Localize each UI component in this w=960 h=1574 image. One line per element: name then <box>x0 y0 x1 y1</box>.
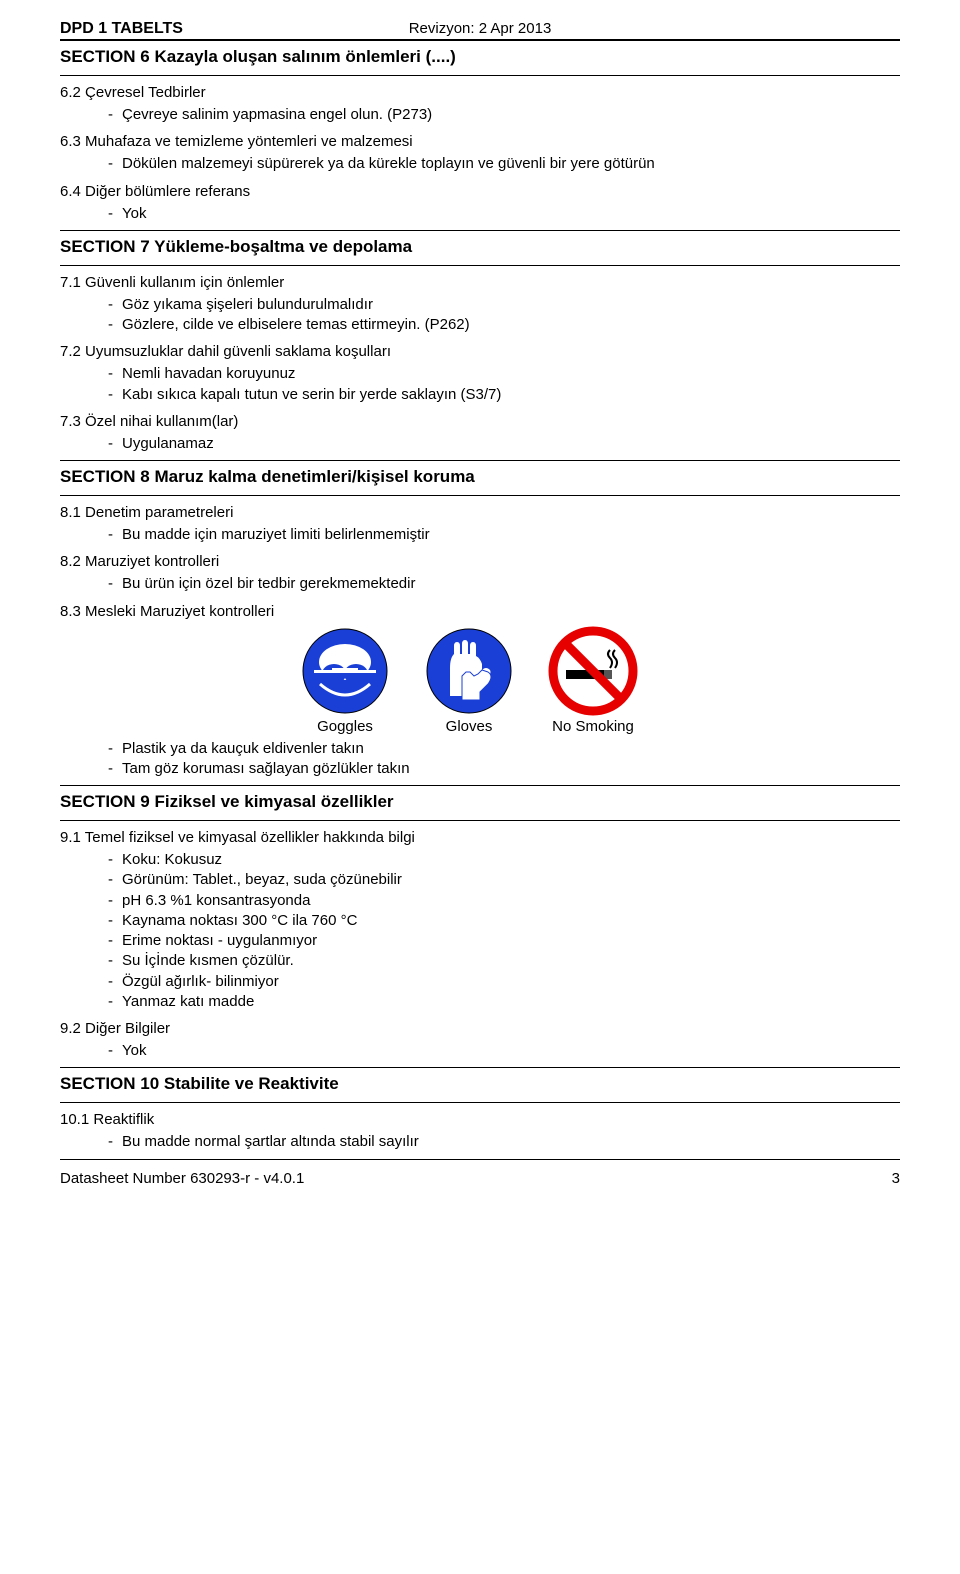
subsection-title: 6.2 Çevresel Tedbirler <box>60 84 900 101</box>
divider <box>60 230 900 231</box>
list-item: pH 6.3 %1 konsantrasyonda <box>108 891 900 911</box>
safety-icons-row <box>60 626 900 716</box>
list-item: Uygulanamaz <box>108 434 900 454</box>
list-item: Kaynama noktası 300 °C ila 760 °C <box>108 911 900 931</box>
divider <box>60 75 900 76</box>
subsection-title: 9.2 Diğer Bilgiler <box>60 1020 900 1037</box>
list-item: Yok <box>108 1041 900 1061</box>
footer-left: Datasheet Number 630293-r - v4.0.1 <box>60 1170 304 1187</box>
list-item: Bu madde normal şartlar altında stabil s… <box>108 1132 900 1152</box>
list-item: Çevreye salinim yapmasina engel olun. (P… <box>108 105 900 125</box>
list-item: Göz yıkama şişeleri bulundurulmalıdır <box>108 295 900 315</box>
list-item: Dökülen malzemeyi süpürerek ya da kürekl… <box>108 154 900 174</box>
list-item: Kabı sıkıca kapalı tutun ve serin bir ye… <box>108 385 900 405</box>
bullet-list: Dökülen malzemeyi süpürerek ya da kürekl… <box>60 154 900 174</box>
subsection-title: 6.4 Diğer bölümlere referans <box>60 183 900 200</box>
list-item: Yanmaz katı madde <box>108 992 900 1012</box>
subsection-title: 8.1 Denetim parametreleri <box>60 504 900 521</box>
subsection-title: 8.2 Maruziyet kontrolleri <box>60 553 900 570</box>
bullet-list: Bu madde normal şartlar altında stabil s… <box>60 1132 900 1152</box>
list-item: Tam göz koruması sağlayan gözlükler takı… <box>108 759 900 779</box>
list-item: Plastik ya da kauçuk eldivenler takın <box>108 739 900 759</box>
divider <box>60 1102 900 1103</box>
section8-title: SECTION 8 Maruz kalma denetimleri/kişise… <box>60 467 900 487</box>
section6-title: SECTION 6 Kazayla oluşan salınım önlemle… <box>60 47 900 67</box>
subsection-title: 9.1 Temel fiziksel ve kimyasal özellikle… <box>60 829 900 846</box>
icon-labels: Goggles Gloves No Smoking <box>60 718 900 735</box>
divider <box>60 785 900 786</box>
goggles-icon <box>300 626 390 716</box>
section7-title: SECTION 7 Yükleme-boşaltma ve depolama <box>60 237 900 257</box>
list-item: Su İçİnde kısmen çözülür. <box>108 951 900 971</box>
subsection-title: 10.1 Reaktiflik <box>60 1111 900 1128</box>
divider <box>60 39 900 41</box>
subsection-title: 7.2 Uyumsuzluklar dahil güvenli saklama … <box>60 343 900 360</box>
divider <box>60 1067 900 1068</box>
subsection-title: 6.3 Muhafaza ve temizleme yöntemleri ve … <box>60 133 900 150</box>
list-item: Nemli havadan koruyunuz <box>108 364 900 384</box>
bullet-list: Koku: Kokusuz Görünüm: Tablet., beyaz, s… <box>60 850 900 1012</box>
bullet-list: Göz yıkama şişeleri bulundurulmalıdır Gö… <box>60 295 900 336</box>
bullet-list: Çevreye salinim yapmasina engel olun. (P… <box>60 105 900 125</box>
section9-title: SECTION 9 Fiziksel ve kimyasal özellikle… <box>60 792 900 812</box>
divider <box>60 820 900 821</box>
bullet-list: Uygulanamaz <box>60 434 900 454</box>
icon-label: Goggles <box>300 718 390 735</box>
list-item: Gözlere, cilde ve elbiselere temas ettir… <box>108 315 900 335</box>
product-name: DPD 1 TABELTS <box>60 20 183 38</box>
list-item: Erime noktası - uygulanmıyor <box>108 931 900 951</box>
icon-label: Gloves <box>424 718 514 735</box>
footer-right: 3 <box>892 1170 900 1187</box>
bullet-list: Plastik ya da kauçuk eldivenler takın Ta… <box>60 739 900 780</box>
bullet-list: Bu madde için maruziyet limiti belirlenm… <box>60 525 900 545</box>
list-item: Yok <box>108 204 900 224</box>
divider <box>60 265 900 266</box>
list-item: Özgül ağırlık- bilinmiyor <box>108 972 900 992</box>
section10-title: SECTION 10 Stabilite ve Reaktivite <box>60 1074 900 1094</box>
list-item: Görünüm: Tablet., beyaz, suda çözünebili… <box>108 870 900 890</box>
list-item: Koku: Kokusuz <box>108 850 900 870</box>
bullet-list: Yok <box>60 1041 900 1061</box>
no-smoking-icon <box>548 626 638 716</box>
icon-label: No Smoking <box>548 718 638 735</box>
list-item: Bu madde için maruziyet limiti belirlenm… <box>108 525 900 545</box>
subsection-title: 7.3 Özel nihai kullanım(lar) <box>60 413 900 430</box>
revision: Revizyon: 2 Apr 2013 <box>409 20 552 37</box>
divider <box>60 495 900 496</box>
gloves-icon <box>424 626 514 716</box>
bullet-list: Nemli havadan koruyunuz Kabı sıkıca kapa… <box>60 364 900 405</box>
subsection-title: 7.1 Güvenli kullanım için önlemler <box>60 274 900 291</box>
divider <box>60 460 900 461</box>
subsection-title: 8.3 Mesleki Maruziyet kontrolleri <box>60 603 900 620</box>
bullet-list: Yok <box>60 204 900 224</box>
divider <box>60 1159 900 1160</box>
bullet-list: Bu ürün için özel bir tedbir gerekmemekt… <box>60 574 900 594</box>
list-item: Bu ürün için özel bir tedbir gerekmemekt… <box>108 574 900 594</box>
